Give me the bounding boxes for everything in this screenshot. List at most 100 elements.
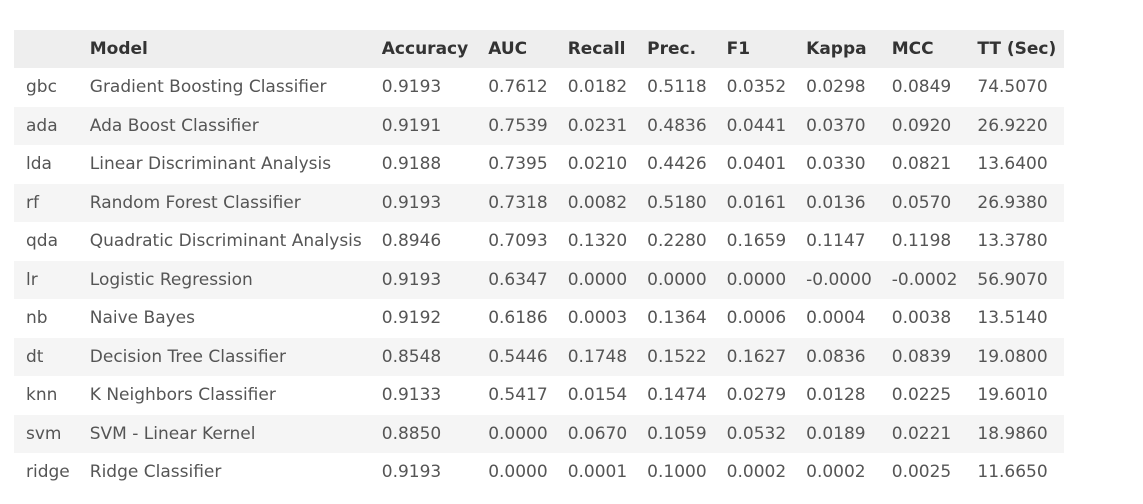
cell-prec: 0.4836 — [647, 115, 707, 136]
cell-mcc: 0.0849 — [891, 77, 952, 98]
cell-mcc: 0.0821 — [891, 154, 952, 175]
cell-model: Logistic Regression — [89, 269, 253, 290]
cell-f1: 0.1659 — [726, 231, 787, 252]
cell-accuracy: 0.9188 — [381, 154, 442, 175]
header-row: Model Accuracy AUC Recall Prec. F1 Kappa MCC TT … — [14, 30, 1065, 68]
cell-accuracy: 0.8548 — [381, 346, 442, 367]
table-row: rf Random Forest Classifier 0.9193 0.7318 0.… — [14, 183, 1065, 222]
cell-tt-sec: 26.9220 — [977, 115, 1048, 136]
cell-index: ada — [26, 115, 58, 136]
cell-accuracy: 0.9133 — [381, 385, 442, 406]
cell-mcc: -0.0002 — [891, 269, 958, 290]
cell-prec: 0.4426 — [647, 154, 707, 175]
cell-mcc: 0.0839 — [891, 346, 952, 367]
cell-prec: 0.5180 — [647, 192, 707, 213]
cell-f1: 0.0161 — [726, 192, 787, 213]
cell-tt-sec: 13.5140 — [977, 308, 1048, 329]
cell-prec: 0.1364 — [647, 308, 707, 329]
cell-kappa: 0.0004 — [806, 308, 866, 329]
cell-tt-sec: 18.9860 — [977, 423, 1048, 444]
cell-mcc: 0.0025 — [891, 462, 952, 483]
cell-index: nb — [26, 308, 48, 329]
cell-index: dt — [26, 346, 44, 367]
cell-tt-sec: 11.6650 — [977, 462, 1048, 483]
cell-auc: 0.5446 — [488, 346, 548, 367]
cell-accuracy: 0.9193 — [381, 192, 442, 213]
table-body: gbc Gradient Boosting Classifier 0.9193 0.7… — [14, 68, 1065, 492]
cell-recall: 0.0670 — [567, 423, 628, 444]
cell-kappa: 0.0370 — [806, 115, 866, 136]
cell-auc: 0.7318 — [488, 192, 548, 213]
cell-prec: 0.1059 — [647, 423, 707, 444]
cell-model: Gradient Boosting Classifier — [89, 77, 327, 98]
cell-tt-sec: 74.5070 — [977, 77, 1048, 98]
cell-tt-sec: 13.6400 — [977, 154, 1048, 175]
cell-index: knn — [26, 385, 58, 406]
table-row: knn K Neighbors Classifier 0.9133 0.5417 0.0… — [14, 376, 1065, 415]
cell-model: Naive Bayes — [89, 308, 196, 329]
cell-f1: 0.1627 — [726, 346, 787, 367]
cell-recall: 0.0082 — [567, 192, 628, 213]
cell-recall: 0.0001 — [567, 462, 628, 483]
cell-index: lr — [26, 269, 38, 290]
cell-accuracy: 0.8946 — [381, 231, 442, 252]
column-header-model: Model — [89, 39, 148, 59]
cell-index: lda — [26, 154, 52, 175]
cell-f1: 0.0401 — [726, 154, 787, 175]
cell-model: Ridge Classifier — [89, 462, 222, 483]
cell-prec: 0.1000 — [647, 462, 707, 483]
cell-auc: 0.7093 — [488, 231, 548, 252]
cell-mcc: 0.0225 — [891, 385, 952, 406]
cell-index: svm — [26, 423, 62, 444]
cell-recall: 0.0182 — [567, 77, 628, 98]
cell-recall: 0.0231 — [567, 115, 628, 136]
cell-prec: 0.1522 — [647, 346, 707, 367]
cell-index: ridge — [26, 462, 70, 483]
column-header-prec: Prec. — [647, 39, 697, 59]
cell-recall: 0.1320 — [567, 231, 628, 252]
table-row: nb Naive Bayes 0.9192 0.6186 0.0003 0.1364 0.0… — [14, 299, 1065, 338]
cell-auc: 0.7612 — [488, 77, 548, 98]
table-row: lr Logistic Regression 0.9193 0.6347 0.0000 0… — [14, 260, 1065, 299]
cell-kappa: 0.0330 — [806, 154, 866, 175]
cell-kappa: 0.0836 — [806, 346, 866, 367]
cell-auc: 0.6347 — [488, 269, 548, 290]
cell-accuracy: 0.9193 — [381, 77, 442, 98]
cell-f1: 0.0279 — [726, 385, 787, 406]
cell-f1: 0.0441 — [726, 115, 787, 136]
cell-model: Random Forest Classifier — [89, 192, 301, 213]
column-header-mcc: MCC — [891, 39, 934, 59]
cell-index: qda — [26, 231, 58, 252]
cell-accuracy: 0.9191 — [381, 115, 442, 136]
cell-auc: 0.7539 — [488, 115, 548, 136]
cell-auc: 0.6186 — [488, 308, 548, 329]
cell-recall: 0.0210 — [567, 154, 628, 175]
table-row: ada Ada Boost Classifier 0.9191 0.7539 0.023… — [14, 106, 1065, 145]
cell-auc: 0.0000 — [488, 462, 548, 483]
table-row: lda Linear Discriminant Analysis 0.9188 0.7… — [14, 145, 1065, 184]
cell-model: Ada Boost Classifier — [89, 115, 259, 136]
cell-f1: 0.0352 — [726, 77, 787, 98]
cell-accuracy: 0.9192 — [381, 308, 442, 329]
column-header-tt-sec: TT (Sec) — [977, 39, 1057, 59]
cell-kappa: 0.1147 — [806, 231, 866, 252]
cell-kappa: 0.0002 — [806, 462, 866, 483]
column-header-index — [14, 30, 78, 68]
cell-model: Linear Discriminant Analysis — [89, 154, 332, 175]
cell-recall: 0.0154 — [567, 385, 628, 406]
cell-auc: 0.0000 — [488, 423, 548, 444]
cell-tt-sec: 13.3780 — [977, 231, 1048, 252]
cell-mcc: 0.0221 — [891, 423, 952, 444]
cell-f1: 0.0006 — [726, 308, 787, 329]
table-header: Model Accuracy AUC Recall Prec. F1 Kappa MCC TT … — [14, 30, 1065, 68]
cell-mcc: 0.0570 — [891, 192, 952, 213]
cell-prec: 0.5118 — [647, 77, 707, 98]
column-header-kappa: Kappa — [806, 39, 867, 59]
cell-f1: 0.0000 — [726, 269, 787, 290]
cell-prec: 0.1474 — [647, 385, 707, 406]
cell-tt-sec: 26.9380 — [977, 192, 1048, 213]
cell-mcc: 0.0920 — [891, 115, 952, 136]
column-header-accuracy: Accuracy — [381, 39, 469, 59]
table-row: dt Decision Tree Classifier 0.8548 0.5446 0.… — [14, 337, 1065, 376]
cell-prec: 0.2280 — [647, 231, 707, 252]
